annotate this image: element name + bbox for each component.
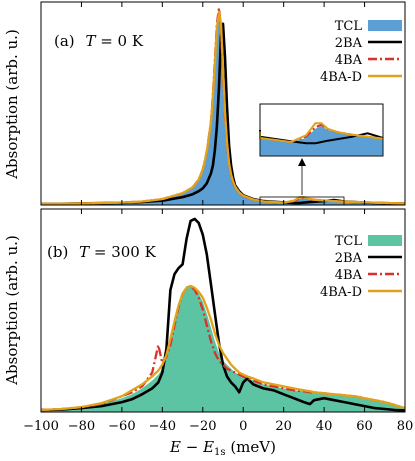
inset-line-4ba bbox=[259, 123, 384, 144]
panel-b: (b) T = 300 K Absorption (arb. u.) TCL 2B… bbox=[3, 208, 406, 413]
inset-curves bbox=[259, 122, 384, 156]
inset-line-4ba-d bbox=[259, 122, 384, 144]
panel-b-frame bbox=[40, 208, 406, 413]
legend-label-4ba-d: 4BA-D bbox=[320, 70, 362, 85]
x-tick-label: −40 bbox=[149, 419, 176, 434]
x-tick-label: 0 bbox=[239, 419, 247, 434]
panel-a-frame bbox=[40, 1, 406, 206]
legend-label-2ba: 2BA bbox=[335, 36, 363, 51]
panel-b-legend: TCL 2BA 4BA 4BA-D bbox=[320, 234, 402, 300]
series-line-4ba-d bbox=[40, 10, 406, 206]
panel-a-x-ticks bbox=[40, 2, 406, 205]
panel-b-ylabel: Absorption (arb. u.) bbox=[3, 235, 21, 386]
panel-b-series-fills bbox=[41, 285, 405, 412]
legend-swatch-tcl bbox=[368, 235, 402, 246]
x-tick-label: 40 bbox=[316, 419, 333, 434]
series-area-tcl bbox=[41, 10, 405, 205]
legend-label-2ba: 2BA bbox=[335, 251, 363, 266]
panel-a-label: (a) T = 0 K bbox=[54, 32, 144, 50]
x-tick-label: 20 bbox=[275, 419, 292, 434]
x-axis-label: E − E1s (meV) bbox=[169, 438, 276, 458]
panel-a-legend: TCL 2BA 4BA 4BA-D bbox=[320, 19, 402, 85]
x-tick-label: −100 bbox=[23, 419, 59, 434]
inset-frame bbox=[259, 103, 384, 157]
legend-label-tcl: TCL bbox=[335, 19, 363, 34]
panel-b-series-lines bbox=[40, 217, 406, 412]
panel-a: (a) T = 0 K Absorption (arb. u.) TCL 2BA 4… bbox=[3, 1, 406, 206]
panel-a-series-fills bbox=[41, 10, 405, 205]
series-line-2ba bbox=[40, 217, 406, 412]
x-tick-label: 60 bbox=[356, 419, 373, 434]
legend-label-4ba: 4BA bbox=[335, 53, 363, 68]
panel-a-inset bbox=[259, 103, 384, 206]
legend-label-4ba: 4BA bbox=[335, 268, 363, 283]
legend-label-tcl: TCL bbox=[335, 234, 363, 249]
x-tick-label: −60 bbox=[108, 419, 135, 434]
series-area-tcl bbox=[41, 285, 405, 412]
panel-b-label: (b) T = 300 K bbox=[47, 243, 157, 261]
x-tick-label: −20 bbox=[189, 419, 216, 434]
x-tick-label: 80 bbox=[397, 419, 414, 434]
inset-source-box bbox=[259, 196, 345, 206]
series-line-2ba bbox=[40, 22, 406, 206]
legend-swatch-tcl bbox=[368, 20, 402, 31]
inset-pointer-arrowhead bbox=[298, 158, 306, 166]
x-tick-label: −80 bbox=[68, 419, 95, 434]
series-line-4ba-d bbox=[40, 284, 406, 412]
panel-b-x-ticks bbox=[40, 209, 406, 412]
panel-a-series-lines bbox=[40, 6, 406, 206]
legend-label-4ba-d: 4BA-D bbox=[320, 285, 362, 300]
panel-a-ylabel: Absorption (arb. u.) bbox=[3, 29, 21, 180]
x-tick-labels: −100 −80 −60 −40 −20 0 20 40 60 80 bbox=[23, 419, 413, 434]
